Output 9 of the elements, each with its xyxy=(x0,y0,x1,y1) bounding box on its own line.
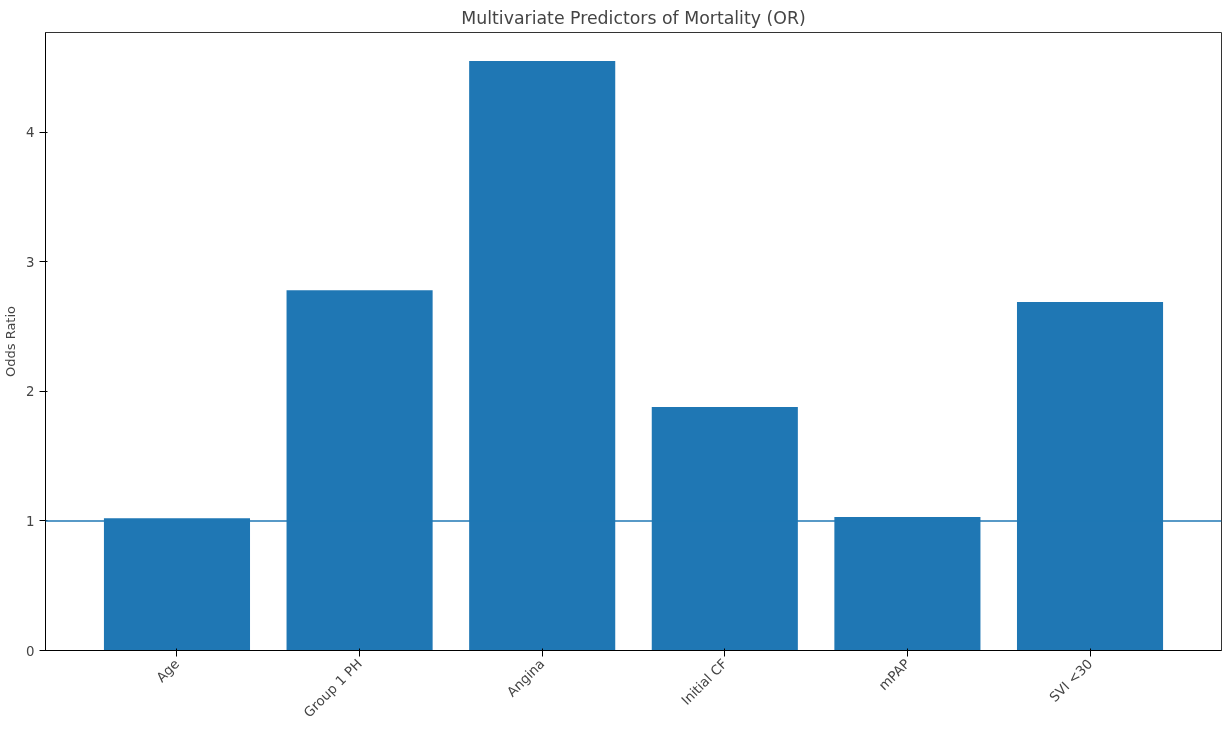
x-tick-label: SVI <30 xyxy=(1046,656,1096,705)
chart-title: Multivariate Predictors of Mortality (OR) xyxy=(461,7,806,28)
x-tick-label: Age xyxy=(153,656,183,686)
y-tick-label: 0 xyxy=(26,643,35,659)
y-tick-label: 1 xyxy=(26,513,35,529)
y-axis-title: Odds Ratio xyxy=(3,305,19,378)
y-tick-label: 4 xyxy=(26,125,35,141)
y-tick-label: 2 xyxy=(26,384,35,400)
y-tick-label: 3 xyxy=(26,254,35,270)
